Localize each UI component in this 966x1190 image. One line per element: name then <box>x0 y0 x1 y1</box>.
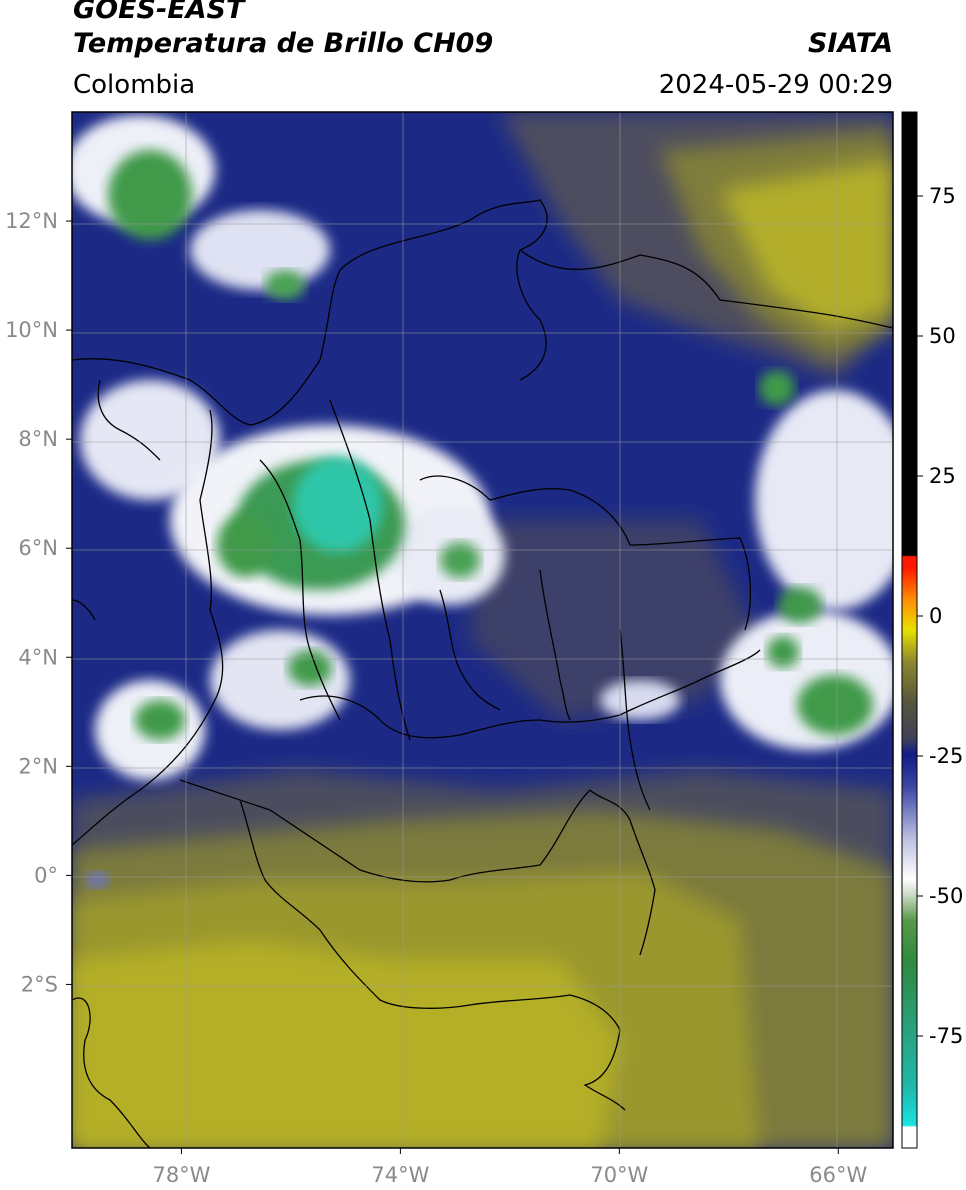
border-meta <box>539 569 571 721</box>
lat-tick-label: 12°N <box>5 209 58 233</box>
lon-tick-label: 66°W <box>809 1163 867 1187</box>
cloud-top-nw <box>108 150 192 240</box>
cloud-top-choco <box>217 513 273 577</box>
border-colombia-venezuela <box>419 475 752 631</box>
ne-yellow-zone <box>720 160 893 330</box>
border-colombia-east <box>299 649 761 739</box>
coastline-panama <box>97 379 161 461</box>
colorbar <box>901 111 918 1149</box>
border-department-3 <box>329 399 411 741</box>
lat-tick-label: 0° <box>34 863 58 887</box>
cloud-east <box>720 610 893 750</box>
lon-tick-label: 78°W <box>152 1163 210 1187</box>
border-vichada <box>619 629 651 811</box>
brand-label: SIATA <box>807 28 893 59</box>
region-label: Colombia <box>73 70 196 100</box>
cloud-pacific <box>210 630 350 730</box>
cloud-caribbean <box>190 210 330 290</box>
coastline-peru <box>72 997 151 1148</box>
map-frame <box>71 111 894 1149</box>
border-brazil-peru <box>239 799 626 1111</box>
cloud-panama <box>80 380 220 500</box>
border-department-1 <box>439 589 501 711</box>
border-colombia-brazil <box>589 789 656 956</box>
lat-tick-label: 2°S <box>21 972 58 996</box>
coastline-pacific <box>72 409 224 846</box>
colorbar-tick-label: 25 <box>929 464 956 488</box>
cloud-top-sw <box>135 700 185 740</box>
border-department-2 <box>259 459 341 721</box>
colorbar-tick-label: 0 <box>929 604 942 628</box>
cloud-top-se <box>797 675 873 735</box>
cloud-top-pacific <box>288 650 332 686</box>
cloud-ecuador <box>85 872 109 888</box>
colorbar-tick-label: 75 <box>929 184 956 208</box>
product-title: Temperatura de Brillo CH09 <box>73 28 494 59</box>
cloud-top-santander <box>440 542 480 578</box>
cloud-top-core <box>293 457 383 553</box>
border-colombia-peru <box>179 779 591 883</box>
colorbar-tick-label: -25 <box>929 744 963 768</box>
cloud-top-east <box>778 587 822 623</box>
latitude-ticks: 12°N 10°N 8°N 6°N 4°N 2°N 0° 2°S <box>5 209 72 996</box>
coastline-fragment <box>72 599 96 621</box>
boundaries <box>72 199 893 1148</box>
cloud-venezuela <box>755 390 893 610</box>
colorbar-ticks: 75 50 25 0 -25 -50 -75 <box>917 184 963 1048</box>
coastline-caribbean <box>72 199 548 426</box>
cloud-top-east-2 <box>767 636 799 668</box>
lon-tick-label: 70°W <box>590 1163 648 1187</box>
colorbar-tick-label: -50 <box>929 884 963 908</box>
cloud-orinoco <box>600 680 680 720</box>
south-yellow-band <box>72 940 620 1148</box>
graticule <box>72 112 893 1148</box>
lon-tick-label: 74°W <box>371 1163 429 1187</box>
lat-tick-label: 4°N <box>18 645 58 669</box>
cloud-top-caribbean <box>265 270 305 300</box>
timestamp-label: 2024-05-29 00:29 <box>658 70 893 100</box>
lat-tick-label: 10°N <box>5 318 58 342</box>
satellite-imagery <box>72 112 893 1148</box>
coastline-venezuela <box>519 249 893 329</box>
longitude-ticks: 78°W 74°W 70°W 66°W <box>152 1148 867 1187</box>
cloud-top-venezuela <box>759 370 795 406</box>
lat-tick-label: 8°N <box>18 427 58 451</box>
lat-tick-label: 2°N <box>18 754 58 778</box>
colorbar-tick-label: 50 <box>929 324 956 348</box>
lat-tick-label: 6°N <box>18 536 58 560</box>
colorbar-tick-label: -75 <box>929 1024 963 1048</box>
satellite-title: GOES-EAST <box>73 0 245 25</box>
central-slate-zone <box>470 520 760 720</box>
